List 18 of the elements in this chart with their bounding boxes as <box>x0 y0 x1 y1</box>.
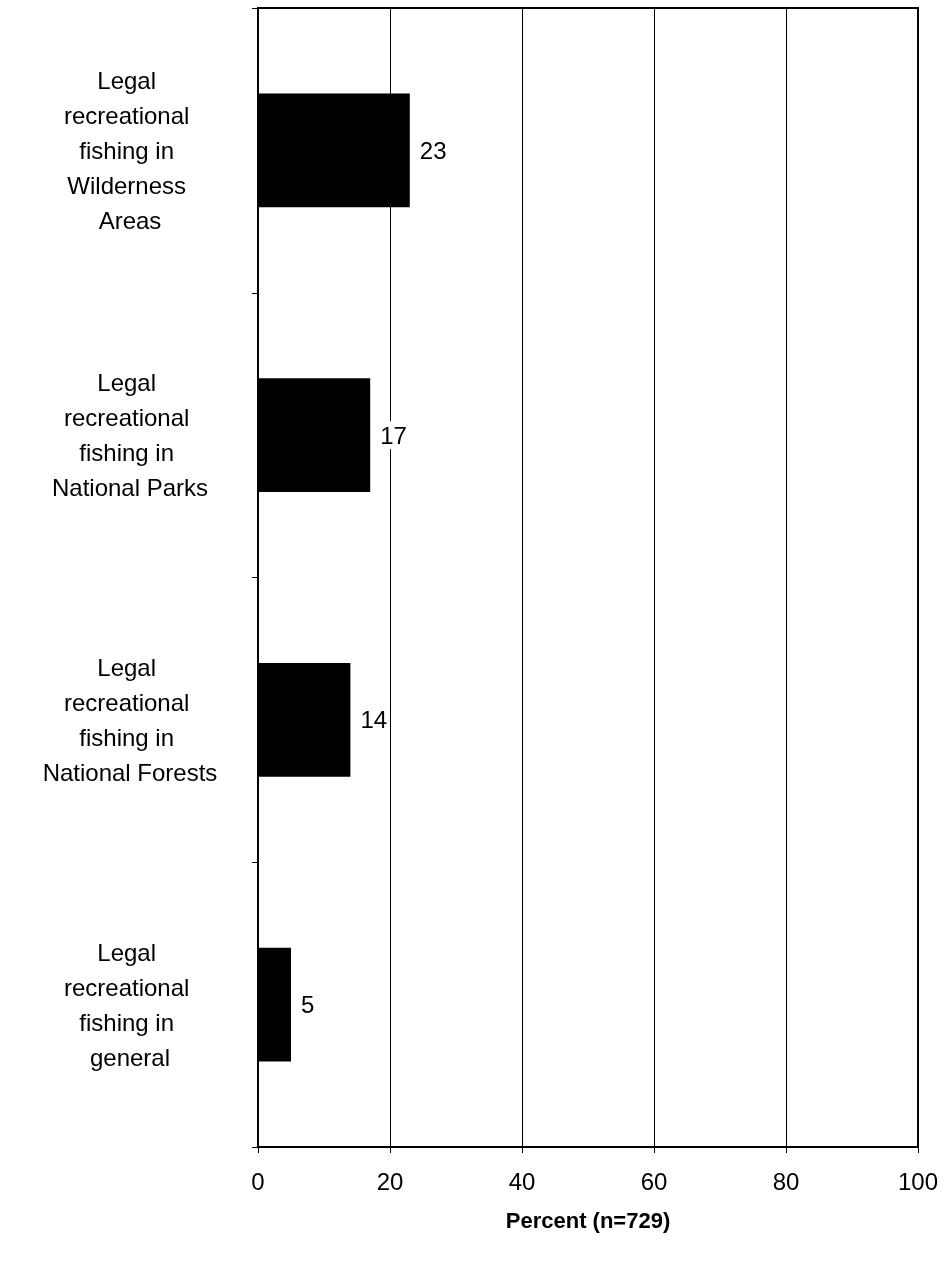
x-tick-label: 0 <box>251 1167 265 1195</box>
x-tick-label: 80 <box>772 1167 800 1195</box>
x-tick-label: 40 <box>508 1167 536 1195</box>
bar <box>258 662 351 777</box>
y-tick-label: Legal recreational fishing in National Forests <box>42 653 218 786</box>
bar <box>258 378 371 493</box>
y-tick-label: Legal recreational fishing in general <box>63 938 197 1071</box>
x-tick-label: 60 <box>640 1167 668 1195</box>
y-tick-label: Legal recreational fishing in Wilderness Areas <box>63 66 197 234</box>
x-tick-label: 20 <box>376 1167 404 1195</box>
data-label: 14 <box>360 706 388 734</box>
data-label: 17 <box>380 421 407 449</box>
bar <box>258 947 291 1062</box>
data-label: 5 <box>301 991 315 1019</box>
y-tick-label: Legal recreational fishing in National Parks <box>51 369 209 502</box>
data-label: 23 <box>419 136 447 164</box>
x-tick-label: 100 <box>897 1167 939 1195</box>
x-axis-title: Percent (n=729) <box>505 1207 671 1233</box>
